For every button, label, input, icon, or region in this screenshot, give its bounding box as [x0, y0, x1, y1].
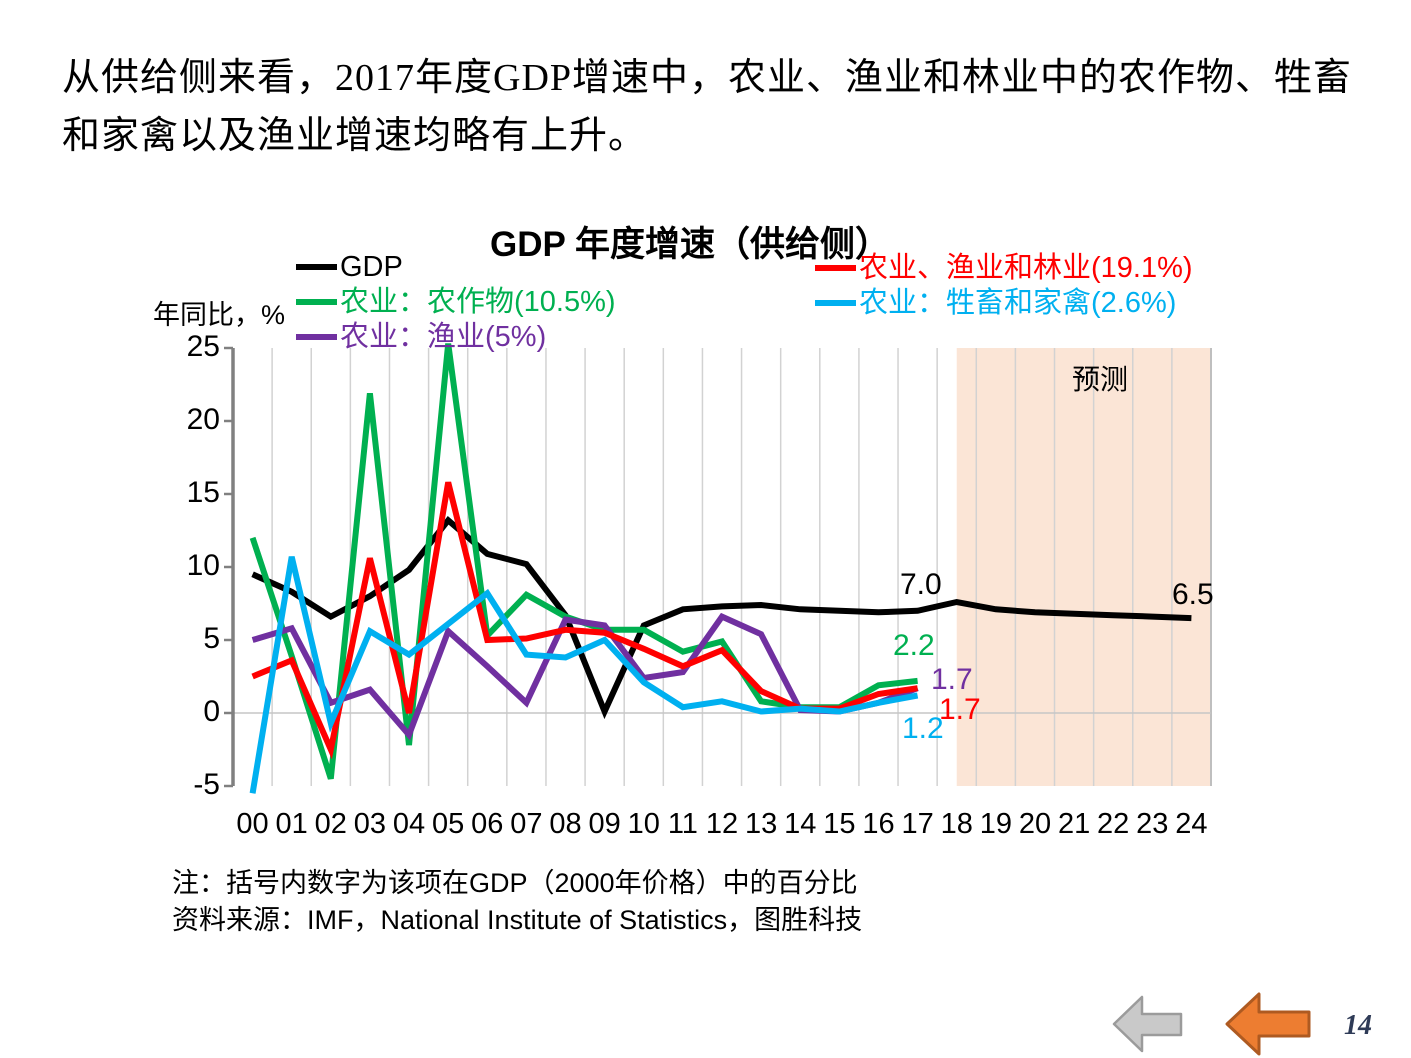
legend-label: 农业、渔业和林业(19.1%)	[859, 252, 1193, 284]
legend-label: 农业：牲畜和家禽(2.6%)	[859, 287, 1177, 319]
legend-item: GDP	[296, 252, 403, 282]
legend-line-swatch	[296, 334, 337, 340]
forecast-region-label: 预测	[1072, 364, 1129, 395]
x-tick-label: 15	[823, 808, 856, 840]
value-label: 1.7	[931, 663, 973, 696]
x-tick-label: 14	[784, 808, 817, 840]
x-tick-label: 22	[1097, 808, 1130, 840]
legend-item: 农业、渔业和林业(19.1%)	[815, 253, 1193, 283]
x-tick-label: 01	[275, 808, 308, 840]
x-tick-label: 10	[627, 808, 660, 840]
y-tick-label: 25	[186, 330, 220, 363]
value-label: 6.5	[1172, 578, 1214, 611]
x-tick-label: 23	[1136, 808, 1169, 840]
intro-text-line1: 从供给侧来看，2017年度GDP增速中，农业、渔业和林业中的农作物、牲畜	[62, 57, 1353, 99]
y-tick-label: -5	[193, 768, 220, 801]
slide-nav-arrows	[1112, 992, 1311, 1056]
legend-line-swatch	[296, 264, 337, 270]
x-tick-label: 13	[744, 808, 778, 840]
legend-label: 农业：渔业(5%)	[340, 321, 547, 353]
back-arrow-orange[interactable]	[1225, 992, 1311, 1056]
value-label: 7.0	[900, 568, 942, 601]
legend-line-swatch	[296, 299, 337, 305]
x-tick-label: 12	[705, 808, 739, 840]
value-label: 1.7	[939, 693, 981, 726]
x-tick-label: 18	[940, 808, 973, 840]
y-tick-label: 15	[186, 476, 220, 509]
series-line-0	[251, 515, 1192, 720]
back-arrow-gray[interactable]	[1112, 995, 1183, 1053]
x-tick-label: 16	[862, 808, 895, 840]
x-tick-label: 20	[1018, 808, 1052, 840]
intro-text-line2: 和家禽以及渔业增速均略有上升。	[62, 115, 648, 157]
page-number: 14	[1344, 1010, 1372, 1041]
x-tick-label: 17	[901, 808, 934, 840]
legend-label: 农业：农作物(10.5%)	[340, 286, 616, 318]
x-tick-label: 04	[392, 808, 426, 840]
x-tick-label: 03	[353, 808, 387, 840]
x-tick-label: 07	[510, 808, 543, 840]
value-label: 1.2	[902, 712, 944, 745]
legend-line-swatch	[815, 300, 856, 306]
legend-label: GDP	[340, 251, 403, 283]
legend-item: 农业：牲畜和家禽(2.6%)	[815, 288, 1176, 318]
forecast-band	[956, 348, 1211, 786]
x-tick-label: 02	[314, 808, 347, 840]
legend-item: 农业：渔业(5%)	[296, 322, 546, 352]
chart-source: 资料来源：IMF，National Institute of Statistic…	[172, 905, 863, 935]
chart-note: 注：括号内数字为该项在GDP（2000年价格）中的百分比	[172, 868, 858, 898]
y-tick-label: 10	[186, 549, 220, 582]
x-tick-label: 08	[549, 808, 582, 840]
y-axis-label: 年同比，%	[153, 300, 286, 330]
legend-line-swatch	[815, 265, 856, 271]
x-tick-label: 11	[667, 808, 698, 840]
x-tick-label: 19	[979, 808, 1012, 840]
x-tick-label: 21	[1057, 808, 1091, 840]
x-tick-label: 09	[588, 808, 621, 840]
x-tick-label: 24	[1175, 808, 1208, 840]
x-tick-label: 06	[471, 808, 504, 840]
y-tick-label: 5	[203, 622, 220, 655]
x-tick-label: 05	[432, 808, 465, 840]
value-label: 2.2	[893, 629, 935, 662]
chart-title: GDP 年度增速（供给侧）	[490, 225, 890, 264]
x-tick-label: 00	[236, 808, 269, 840]
y-tick-label: 20	[186, 403, 220, 436]
legend-item: 农业：农作物(10.5%)	[296, 287, 616, 317]
y-tick-label: 0	[203, 695, 220, 728]
series-line-4	[249, 556, 919, 794]
